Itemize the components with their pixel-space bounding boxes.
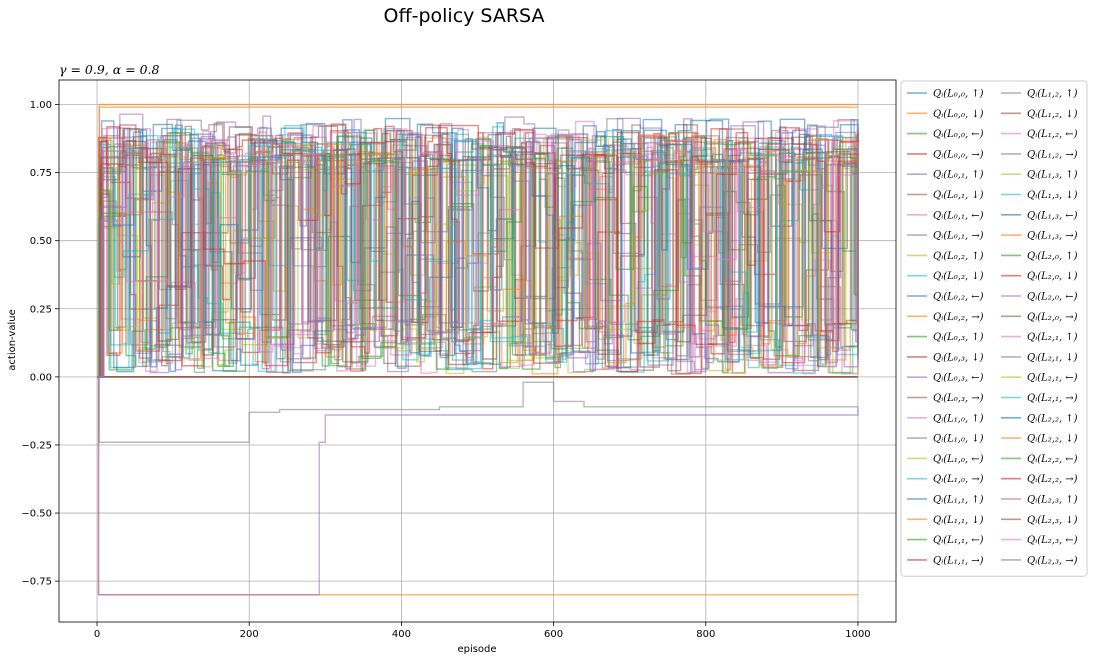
legend-label: Qᵢ(L₁,₃, ↑) [1027, 170, 1078, 181]
y-tick-label: 0.00 [30, 372, 52, 383]
legend-label: Qᵢ(L₂,₁, ↓) [1027, 352, 1078, 363]
legend-label: Qᵢ(L₀,₁, ↓) [933, 190, 984, 201]
series-line [97, 376, 859, 596]
legend-label: Qᵢ(L₀,₁, ←) [933, 210, 984, 221]
series-line [97, 131, 859, 378]
legend-label: Qᵢ(L₁,₂, ↑) [1027, 89, 1078, 100]
legend-label: Qᵢ(L₀,₀, ↓) [933, 109, 984, 120]
legend-label: Qᵢ(L₂,₁, ←) [1027, 373, 1078, 384]
series-line [97, 128, 859, 378]
x-tick-label: 800 [696, 629, 715, 640]
legend-items: Qᵢ(L₀,₀, ↑) Qᵢ(L₀,₀, ↓) Qᵢ(L₀,₀, ←) Qᵢ(L₀,₀… [907, 89, 1078, 566]
y-tick-label: 1.00 [30, 100, 52, 111]
legend-label: Qᵢ(L₁,₁, ↑) [933, 495, 984, 506]
legend-label: Qᵢ(L₀,₃, ←) [933, 373, 984, 384]
legend-label: Qᵢ(L₀,₂, ↓) [933, 271, 984, 282]
legend-label: Qᵢ(L₂,₂, →) [1027, 474, 1078, 485]
legend-label: Qᵢ(L₀,₂, ←) [933, 292, 984, 303]
legend: Qᵢ(L₀,₀, ↑) Qᵢ(L₀,₀, ↓) Qᵢ(L₀,₀, ←) Qᵢ(L₀,₀… [900, 80, 1088, 577]
x-tick-label: 400 [392, 629, 411, 640]
legend-label: Qᵢ(L₁,₁, ←) [933, 535, 984, 546]
legend-label: Qᵢ(L₀,₀, ←) [933, 129, 984, 140]
chart-subtitle: γ = 0.9, α = 0.8 [59, 62, 160, 77]
legend-label: Qᵢ(L₂,₀, ←) [1027, 292, 1078, 303]
x-axis-label: episode [457, 644, 496, 655]
legend-label: Qᵢ(L₁,₀, ↑) [933, 413, 984, 424]
axes-frame [58, 79, 897, 623]
y-tick-label: 0.75 [30, 168, 52, 179]
legend-label: Qᵢ(L₂,₂, ←) [1027, 454, 1078, 465]
series-line [97, 132, 859, 378]
legend-label: Qᵢ(L₀,₀, →) [933, 149, 984, 160]
y-axis: −0.75 −0.50 −0.25 0.00 0.25 0.50 0.75 1.00 [21, 100, 59, 588]
legend-frame [900, 80, 1088, 577]
legend-label: Qᵢ(L₂,₀, ↓) [1027, 271, 1078, 282]
legend-label: Qᵢ(L₁,₂, →) [1027, 149, 1078, 160]
x-tick-label: 200 [240, 629, 259, 640]
y-tick-label: 0.50 [30, 236, 52, 247]
series-line [97, 132, 859, 378]
x-tick-label: 1000 [845, 629, 870, 640]
legend-label: Qᵢ(L₂,₃, →) [1027, 555, 1078, 566]
legend-label: Qᵢ(L₁,₀, →) [933, 474, 984, 485]
series-line [97, 123, 859, 378]
series-line [97, 117, 859, 378]
legend-label: Qᵢ(L₀,₁, →) [933, 231, 984, 242]
legend-label: Qᵢ(L₀,₂, ↑) [933, 251, 984, 262]
chart-title: Off-policy SARSA [384, 5, 545, 27]
legend-label: Qᵢ(L₁,₀, ↓) [933, 434, 984, 445]
legend-label: Qᵢ(L₂,₀, →) [1027, 312, 1078, 323]
x-axis: 0 200 400 600 800 1000 [94, 622, 871, 640]
legend-label: Qᵢ(L₁,₂, ←) [1027, 129, 1078, 140]
y-tick-label: 0.25 [30, 304, 52, 315]
legend-label: Qᵢ(L₀,₁, ↑) [933, 170, 984, 181]
legend-label: Qᵢ(L₁,₁, ↓) [933, 515, 984, 526]
series-line [97, 140, 859, 378]
legend-label: Qᵢ(L₁,₃, →) [1027, 231, 1078, 242]
series-line [97, 124, 859, 378]
series-line [97, 129, 859, 378]
legend-label: Qᵢ(L₁,₃, ←) [1027, 210, 1078, 221]
y-axis-label: action-value [7, 309, 18, 370]
legend-label: Qᵢ(L₂,₂, ↑) [1027, 413, 1078, 424]
y-tick-label: −0.50 [21, 509, 52, 520]
legend-label: Qᵢ(L₂,₃, ↑) [1027, 495, 1078, 506]
legend-label: Qᵢ(L₀,₃, ↑) [933, 332, 984, 343]
legend-label: Qᵢ(L₁,₃, ↓) [1027, 190, 1078, 201]
legend-label: Qᵢ(L₂,₀, ↑) [1027, 251, 1078, 262]
x-tick-label: 0 [94, 629, 100, 640]
legend-label: Qᵢ(L₁,₁, →) [933, 555, 984, 566]
series-line [97, 134, 859, 378]
series-line [97, 117, 859, 378]
plot-area: 0 200 400 600 800 1000 −0.75 −0.50 −0.25 0.00 0.2… [21, 79, 897, 640]
legend-label: Qᵢ(L₂,₃, ↓) [1027, 515, 1078, 526]
legend-label: Qᵢ(L₂,₃, ←) [1027, 535, 1078, 546]
series-line [97, 123, 859, 378]
legend-label: Qᵢ(L₁,₂, ↓) [1027, 109, 1078, 120]
legend-label: Qᵢ(L₂,₁, →) [1027, 393, 1078, 404]
legend-label: Qᵢ(L₀,₂, →) [933, 312, 984, 323]
legend-label: Qᵢ(L₂,₁, ↑) [1027, 332, 1078, 343]
legend-label: Qᵢ(L₀,₃, ↓) [933, 352, 984, 363]
legend-label: Qᵢ(L₂,₂, ↓) [1027, 434, 1078, 445]
y-tick-label: −0.75 [21, 577, 52, 588]
legend-label: Qᵢ(L₀,₃, →) [933, 393, 984, 404]
series-line [97, 141, 859, 378]
legend-label: Qᵢ(L₁,₀, ←) [933, 454, 984, 465]
series-layer [97, 103, 859, 596]
y-tick-label: −0.25 [21, 440, 52, 451]
x-tick-label: 600 [544, 629, 563, 640]
series-line [97, 126, 859, 378]
series-line [97, 131, 859, 378]
series-line [97, 376, 858, 443]
legend-label: Qᵢ(L₀,₀, ↑) [933, 89, 984, 100]
